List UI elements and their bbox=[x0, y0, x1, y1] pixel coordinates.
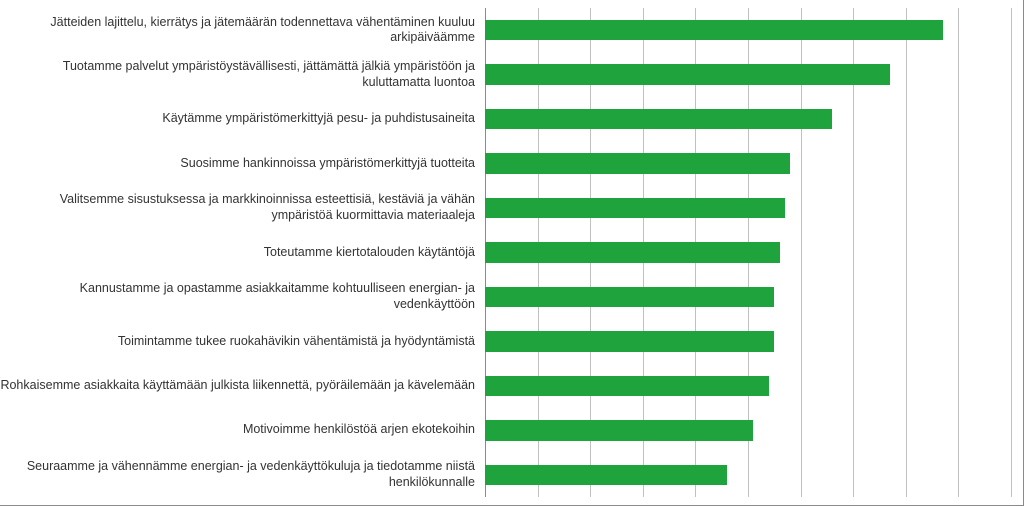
category-label: Tuotamme palvelut ympäristöystävällisest… bbox=[0, 59, 485, 90]
chart-row: Käytämme ympäristömerkittyjä pesu- ja pu… bbox=[0, 97, 1011, 141]
chart-row: Jätteiden lajittelu, kierrätys ja jätemä… bbox=[0, 8, 1011, 52]
bar-cell bbox=[485, 275, 1011, 319]
category-label: Motivoimme henkilöstöä arjen ekotekoihin bbox=[0, 422, 485, 438]
bar-cell bbox=[485, 8, 1011, 52]
chart-row: Toimintamme tukee ruokahävikin vähentämi… bbox=[0, 319, 1011, 363]
bar-cell bbox=[485, 230, 1011, 274]
bar bbox=[485, 64, 890, 84]
bar bbox=[485, 465, 727, 485]
bar-cell bbox=[485, 141, 1011, 185]
category-label: Toteutamme kiertotalouden käytäntöjä bbox=[0, 245, 485, 261]
bar-cell bbox=[485, 364, 1011, 408]
bar-cell bbox=[485, 453, 1011, 497]
bar bbox=[485, 198, 785, 218]
chart-row: Motivoimme henkilöstöä arjen ekotekoihin bbox=[0, 408, 1011, 452]
category-label: Rohkaisemme asiakkaita käyttämään julkis… bbox=[0, 378, 485, 394]
category-label: Valitsemme sisustuksessa ja markkinoinni… bbox=[0, 192, 485, 223]
chart-rows: Jätteiden lajittelu, kierrätys ja jätemä… bbox=[0, 8, 1011, 497]
bar bbox=[485, 109, 832, 129]
bar bbox=[485, 287, 774, 307]
chart-row: Rohkaisemme asiakkaita käyttämään julkis… bbox=[0, 364, 1011, 408]
chart-row: Valitsemme sisustuksessa ja markkinoinni… bbox=[0, 186, 1011, 230]
bar-cell bbox=[485, 97, 1011, 141]
bar-cell bbox=[485, 186, 1011, 230]
chart-row: Kannustamme ja opastamme asiakkaitamme k… bbox=[0, 275, 1011, 319]
bar bbox=[485, 242, 780, 262]
bar bbox=[485, 20, 943, 40]
chart-row: Tuotamme palvelut ympäristöystävällisest… bbox=[0, 52, 1011, 96]
bar bbox=[485, 376, 769, 396]
category-label: Kannustamme ja opastamme asiakkaitamme k… bbox=[0, 281, 485, 312]
bar bbox=[485, 420, 753, 440]
bar-cell bbox=[485, 408, 1011, 452]
category-label: Jätteiden lajittelu, kierrätys ja jätemä… bbox=[0, 15, 485, 46]
chart-container: Jätteiden lajittelu, kierrätys ja jätemä… bbox=[0, 0, 1024, 506]
chart-row: Suosimme hankinnoissa ympäristömerkittyj… bbox=[0, 141, 1011, 185]
category-label: Suosimme hankinnoissa ympäristömerkittyj… bbox=[0, 156, 485, 172]
bar bbox=[485, 331, 774, 351]
bar-cell bbox=[485, 52, 1011, 96]
gridline bbox=[1011, 8, 1012, 497]
category-label: Käytämme ympäristömerkittyjä pesu- ja pu… bbox=[0, 111, 485, 127]
chart-row: Toteutamme kiertotalouden käytäntöjä bbox=[0, 230, 1011, 274]
chart-row: Seuraamme ja vähennämme energian- ja ved… bbox=[0, 453, 1011, 497]
category-label: Seuraamme ja vähennämme energian- ja ved… bbox=[0, 459, 485, 490]
bar-cell bbox=[485, 319, 1011, 363]
category-label: Toimintamme tukee ruokahävikin vähentämi… bbox=[0, 334, 485, 350]
bar bbox=[485, 153, 790, 173]
